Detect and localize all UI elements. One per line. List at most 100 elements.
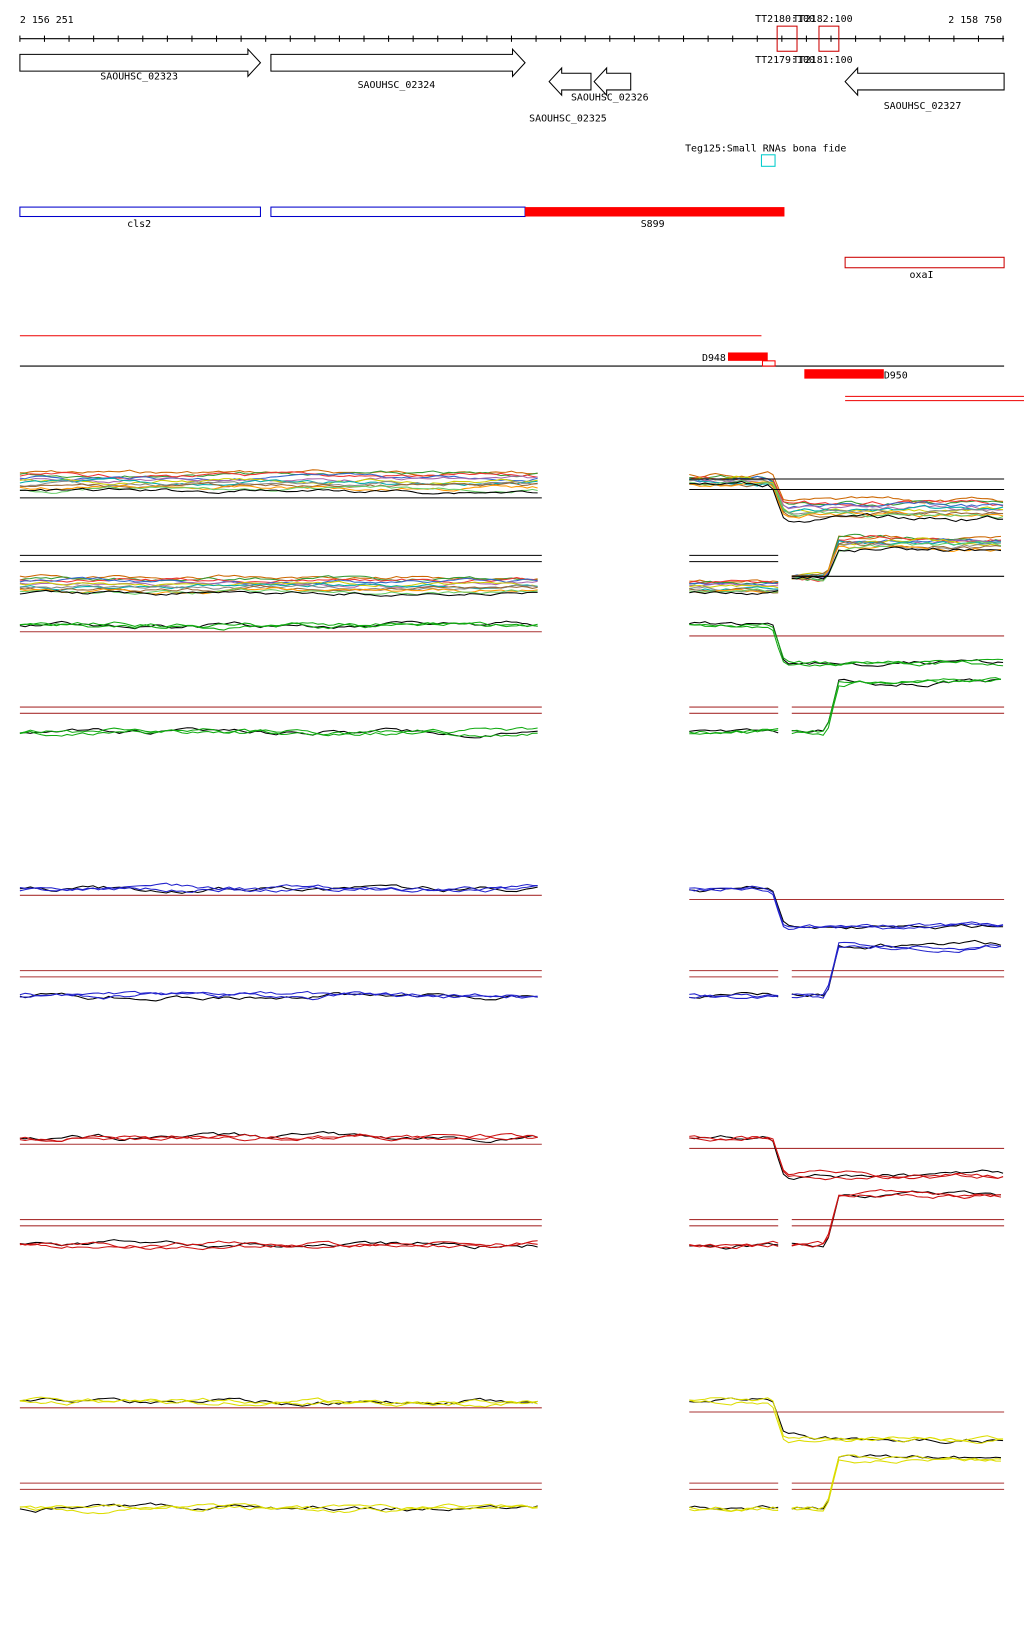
signal bbox=[19, 1133, 538, 1143]
gene-arrow bbox=[270, 47, 526, 78]
operon bbox=[525, 207, 785, 217]
signal bbox=[19, 584, 538, 591]
signal bbox=[689, 582, 779, 588]
signal bbox=[689, 1244, 779, 1250]
signal bbox=[689, 728, 779, 735]
signal bbox=[791, 1457, 1001, 1512]
signal bbox=[19, 728, 538, 738]
signal bbox=[19, 992, 538, 1002]
operon bbox=[270, 206, 526, 218]
signal bbox=[791, 545, 1002, 580]
signal bbox=[689, 580, 779, 586]
signal bbox=[689, 1397, 1004, 1444]
signal bbox=[689, 1397, 1004, 1443]
gene-label: SAOUHSC_02326 bbox=[571, 92, 649, 103]
signal bbox=[791, 1190, 1001, 1248]
signal bbox=[791, 678, 1001, 733]
signal bbox=[19, 482, 538, 489]
signal bbox=[689, 479, 1004, 519]
signal bbox=[689, 480, 1004, 523]
signal bbox=[689, 993, 779, 999]
gene-arrow bbox=[19, 47, 262, 78]
signal bbox=[689, 1135, 1004, 1181]
signal bbox=[19, 477, 538, 486]
signal bbox=[19, 726, 538, 736]
signal bbox=[689, 1240, 779, 1248]
signal bbox=[689, 584, 779, 589]
signal bbox=[791, 1454, 1002, 1510]
signal bbox=[689, 993, 779, 999]
segment-label: D950 bbox=[884, 371, 908, 382]
gene-arrow bbox=[844, 66, 1005, 97]
probe-box bbox=[776, 25, 798, 52]
signal bbox=[689, 471, 1004, 504]
gene-label: SAOUHSC_02324 bbox=[358, 80, 436, 91]
segment bbox=[761, 360, 776, 367]
signal bbox=[19, 1240, 538, 1249]
signal bbox=[19, 621, 538, 631]
segment bbox=[727, 352, 768, 361]
signal bbox=[791, 541, 1002, 582]
operon-label: cls2 bbox=[127, 219, 151, 230]
signal bbox=[689, 579, 779, 585]
gene-label: SAOUHSC_02325 bbox=[529, 113, 607, 124]
signal bbox=[19, 620, 538, 630]
signal bbox=[791, 939, 1002, 997]
signal bbox=[19, 580, 538, 588]
gene-label: SAOUHSC_02323 bbox=[100, 71, 178, 82]
signal-tracks bbox=[19, 469, 1005, 1515]
signal bbox=[791, 944, 1002, 999]
signal bbox=[19, 589, 538, 597]
signal bbox=[791, 1193, 1002, 1247]
segment-label: D948 bbox=[702, 353, 726, 364]
signal bbox=[791, 678, 1002, 736]
signal bbox=[689, 621, 1004, 667]
signal bbox=[19, 882, 538, 893]
ruler-end: 2 158 750 bbox=[948, 15, 1002, 26]
signal bbox=[19, 1396, 538, 1408]
signal bbox=[19, 472, 538, 483]
signal bbox=[791, 541, 1001, 578]
signal bbox=[791, 941, 1002, 996]
signal bbox=[689, 1399, 1004, 1444]
signal bbox=[689, 623, 1004, 666]
signal bbox=[19, 1239, 538, 1250]
signal bbox=[19, 1131, 538, 1143]
gene-arrow bbox=[593, 66, 632, 97]
signal bbox=[19, 574, 538, 581]
signal bbox=[689, 887, 1004, 931]
ruler-start: 2 156 251 bbox=[20, 15, 74, 26]
signal bbox=[689, 727, 779, 735]
signal bbox=[19, 884, 538, 893]
segment bbox=[804, 369, 884, 379]
probe-label: TT2181:100 bbox=[793, 55, 853, 66]
signal bbox=[791, 1188, 1002, 1248]
probe-label: TT2182:100 bbox=[793, 14, 853, 25]
signal bbox=[19, 575, 538, 583]
ruler-ticks bbox=[19, 35, 1004, 42]
signal bbox=[19, 990, 538, 999]
signal bbox=[19, 471, 538, 480]
signal bbox=[689, 1506, 779, 1512]
signal bbox=[689, 590, 779, 596]
signal bbox=[689, 885, 1004, 930]
signal bbox=[19, 992, 538, 1001]
probe-label: TT2180:100 bbox=[755, 14, 815, 25]
signal bbox=[19, 577, 538, 584]
signal bbox=[689, 588, 779, 593]
srna-label: Teg125:Small RNAs bona fide bbox=[685, 144, 846, 155]
signal bbox=[689, 1135, 1004, 1180]
gene-arrow bbox=[548, 66, 592, 97]
operon-label: S899 bbox=[641, 219, 665, 230]
signal bbox=[791, 539, 1002, 579]
signal bbox=[689, 885, 1004, 930]
signal bbox=[689, 1135, 1004, 1181]
gene-label: SAOUHSC_02327 bbox=[884, 101, 962, 112]
probe-box bbox=[818, 25, 840, 52]
signal bbox=[689, 1505, 779, 1511]
signal bbox=[19, 1397, 538, 1407]
signal bbox=[791, 546, 1002, 580]
operon-label: oxaI bbox=[910, 270, 934, 281]
